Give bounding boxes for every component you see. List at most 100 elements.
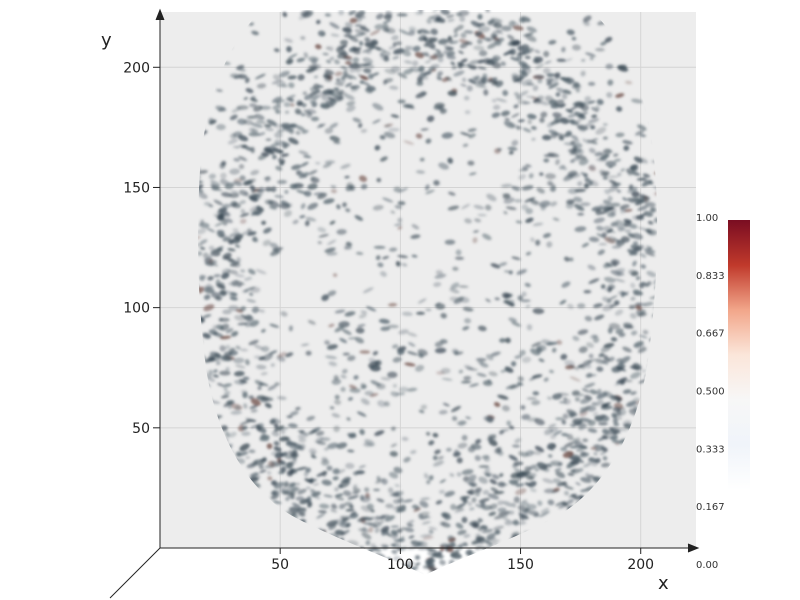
volume-voxel — [633, 340, 644, 348]
volume-voxel — [633, 198, 642, 205]
volume-voxel — [614, 300, 620, 305]
volume-voxel — [295, 109, 303, 115]
volume-voxel — [425, 308, 432, 312]
volume-voxel — [438, 409, 448, 415]
volume-voxel — [256, 205, 261, 211]
volume-voxel — [460, 132, 471, 137]
volume-voxel — [400, 536, 405, 539]
volume-voxel — [239, 420, 251, 426]
volume-voxel — [384, 27, 396, 34]
volume-voxel — [329, 135, 341, 142]
volume-voxel — [622, 346, 632, 353]
volume-voxel — [458, 543, 465, 548]
volume-voxel — [397, 254, 409, 259]
volume-voxel — [546, 81, 553, 86]
volume-voxel — [536, 187, 545, 194]
volume-voxel — [609, 431, 614, 436]
volume-voxel — [407, 387, 418, 392]
volume-voxel — [490, 487, 499, 493]
volume-voxel — [273, 446, 282, 452]
volume-voxel — [603, 199, 612, 206]
volume-voxel — [307, 202, 319, 210]
volume-voxel — [521, 79, 533, 86]
volume-voxel — [401, 262, 408, 267]
volume-voxel — [355, 470, 365, 475]
volume-voxel — [631, 98, 643, 104]
volume-voxel — [392, 383, 397, 388]
volume-voxel — [345, 557, 355, 561]
volume-voxel — [300, 570, 311, 575]
volume-voxel — [332, 468, 340, 475]
volume-voxel — [239, 379, 246, 385]
x-axis-arrow — [687, 543, 700, 553]
volume-voxel — [507, 34, 515, 40]
volume-voxel — [453, 449, 459, 455]
volume-voxel — [550, 185, 556, 192]
volume-voxel — [420, 497, 431, 501]
volume-voxel — [528, 173, 534, 179]
volume-voxel — [365, 540, 371, 546]
volume-voxel — [588, 180, 593, 186]
volume-voxel — [334, 71, 343, 77]
volume-voxel — [360, 385, 367, 390]
volume-voxel — [393, 555, 401, 562]
volume-voxel — [490, 17, 503, 23]
volume-voxel — [200, 563, 211, 570]
volume-voxel — [537, 78, 543, 84]
volume-voxel — [585, 52, 596, 57]
volume-voxel — [552, 112, 562, 118]
volume-voxel — [342, 202, 347, 208]
volume-voxel — [434, 273, 447, 279]
volume-voxel — [468, 482, 476, 487]
volume-voxel — [540, 507, 550, 514]
volume-voxel — [292, 455, 297, 461]
volume-voxel — [536, 347, 543, 354]
volume-voxel — [426, 562, 435, 567]
volume-voxel — [266, 470, 272, 475]
volume-voxel — [595, 444, 605, 452]
volume-voxel — [370, 380, 381, 387]
volume-voxel — [307, 183, 318, 190]
volume-voxel — [272, 74, 281, 81]
volume-voxel — [424, 184, 430, 191]
volume-voxel — [504, 117, 510, 121]
volume-voxel — [542, 134, 552, 141]
volume-voxel — [580, 202, 591, 207]
volume-voxel — [281, 141, 289, 146]
volume-voxel — [349, 384, 357, 390]
volume-voxel — [534, 49, 541, 54]
volume-voxel — [315, 161, 321, 165]
volume-voxel — [537, 500, 543, 506]
volume-voxel — [475, 357, 487, 362]
volume-voxel — [333, 273, 338, 278]
volume-voxel — [435, 500, 443, 505]
volume-voxel — [222, 383, 232, 388]
volume-voxel — [278, 486, 287, 492]
volume-voxel — [364, 439, 375, 447]
volume-voxel — [588, 147, 596, 154]
volume-voxel — [453, 350, 459, 356]
volume-voxel — [488, 371, 498, 377]
volume-voxel — [366, 85, 376, 92]
volume-voxel — [359, 63, 369, 67]
volume-voxel — [225, 431, 230, 438]
volume-voxel — [406, 561, 415, 565]
volume-voxel — [213, 369, 218, 373]
volume-voxel — [450, 503, 457, 511]
volume-voxel — [582, 20, 590, 27]
volume-voxel — [643, 248, 656, 254]
volume-voxel — [397, 349, 405, 356]
volume-voxel — [289, 410, 299, 416]
volume-voxel — [341, 328, 352, 336]
volume-voxel — [421, 521, 431, 525]
volume-voxel — [372, 350, 379, 356]
volume-voxel — [330, 509, 338, 513]
volume-voxel — [197, 243, 203, 247]
volume-voxel — [578, 363, 586, 370]
volume-voxel — [431, 14, 442, 21]
volume-voxel — [350, 575, 355, 581]
volume-voxel — [481, 552, 493, 557]
volume-voxel — [398, 329, 409, 335]
volume-voxel — [248, 449, 256, 454]
volume-voxel — [500, 369, 508, 373]
